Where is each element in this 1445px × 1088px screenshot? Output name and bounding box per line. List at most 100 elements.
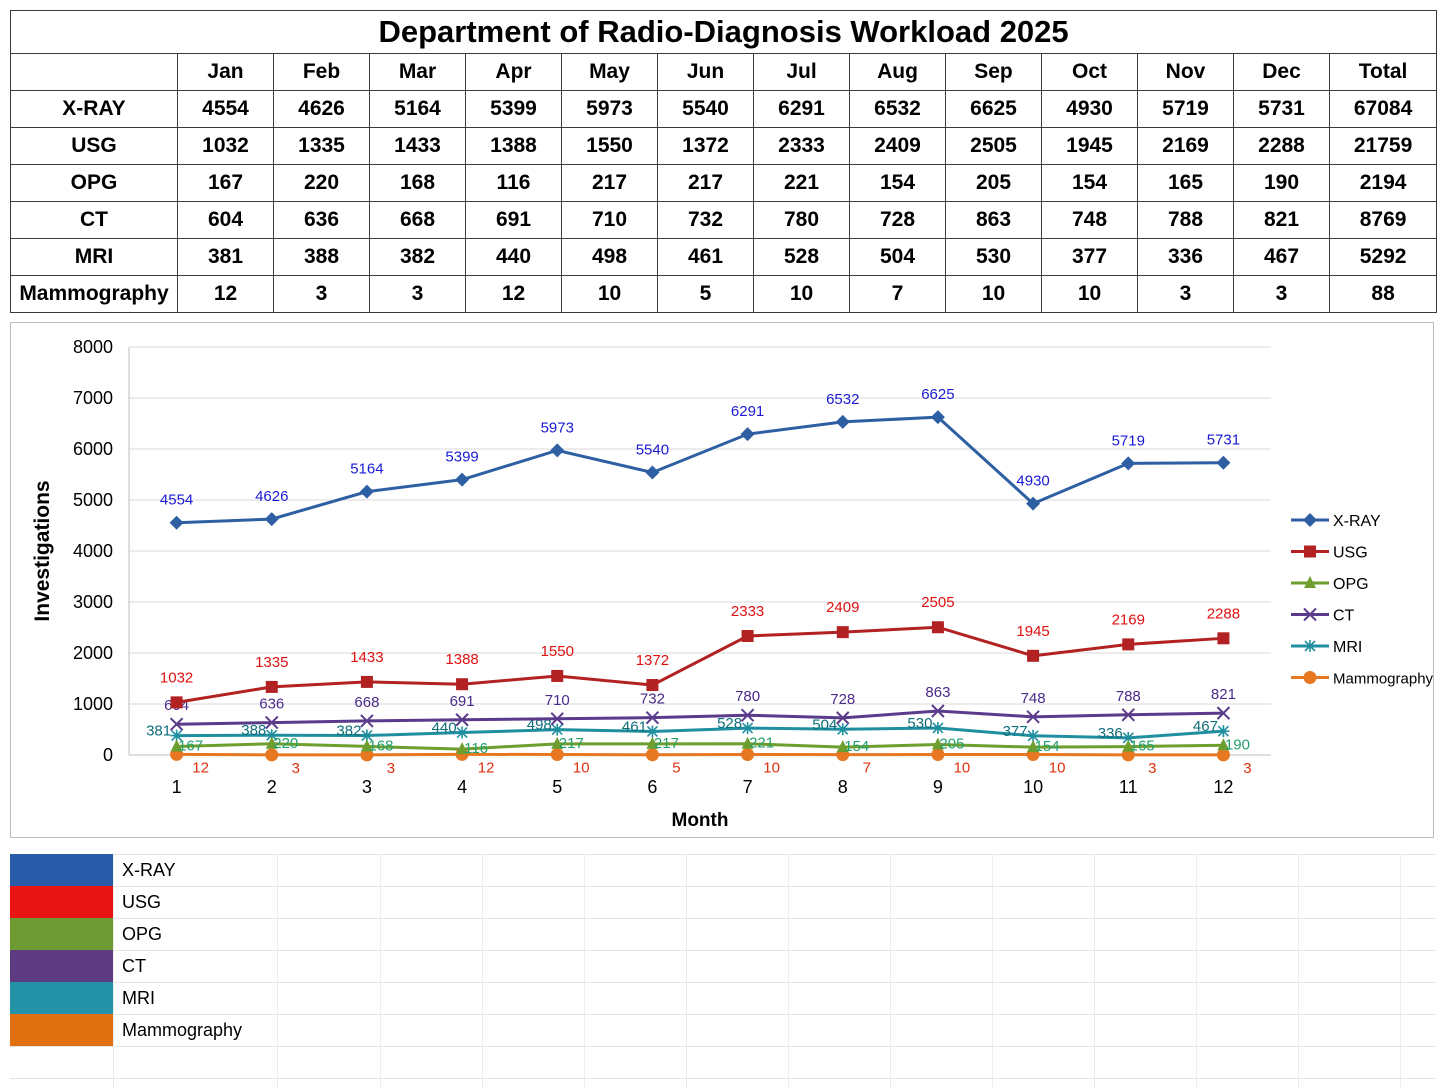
table-cell: 5 <box>657 275 754 313</box>
data-label-x-ray: 6625 <box>921 386 954 403</box>
data-label-usg: 2288 <box>1207 605 1240 622</box>
grid-line <box>1094 854 1095 1088</box>
x-tick-label: 7 <box>743 777 753 797</box>
data-point-opg <box>931 737 944 750</box>
table-cell: 3 <box>273 275 370 313</box>
legend-row: X-RAY <box>10 854 410 886</box>
x-tick-label: 6 <box>647 777 657 797</box>
y-tick-label: 7000 <box>73 388 113 408</box>
legend-text: USG <box>122 892 162 912</box>
header-corner <box>10 53 178 91</box>
data-point-mammography <box>1216 748 1230 762</box>
grid-line <box>584 854 585 1088</box>
data-label-mri: 528 <box>717 715 742 732</box>
data-point-mri <box>646 725 659 738</box>
legend-label-x-ray: X-RAY <box>1333 513 1381 530</box>
data-point-usg <box>1122 638 1135 651</box>
data-label-opg: 190 <box>1225 736 1250 753</box>
table-cell: 780 <box>753 201 850 239</box>
data-label-x-ray: 5973 <box>541 419 574 436</box>
workload-table-container: Department of Radio-Diagnosis Workload 2… <box>9 10 1438 313</box>
table-cell: 116 <box>465 164 562 202</box>
data-point-ct <box>1121 708 1135 722</box>
data-label-opg: 165 <box>1130 738 1155 755</box>
table-cell: 3 <box>1137 275 1234 313</box>
column-header: Jun <box>657 53 754 91</box>
data-point-mammography <box>1121 748 1135 762</box>
table-cell: 154 <box>849 164 946 202</box>
table-cell: 4554 <box>177 90 274 128</box>
table-cell: 12 <box>465 275 562 313</box>
row-label: USG <box>10 127 178 165</box>
series-line-opg <box>176 742 1224 751</box>
data-point-x-ray <box>455 472 470 487</box>
row-label: OPG <box>10 164 178 202</box>
data-point-usg <box>265 680 278 693</box>
table-cell: 788 <box>1137 201 1234 239</box>
data-label-mri: 336 <box>1098 725 1123 742</box>
legend-label-mammography: Mammography <box>1333 671 1434 688</box>
table-cell: 728 <box>849 201 946 239</box>
table-cell: 388 <box>273 238 370 276</box>
data-point-ct <box>265 715 279 730</box>
table-cell: 382 <box>369 238 466 276</box>
color-swatch <box>10 950 113 982</box>
data-point-mri <box>1122 731 1135 744</box>
data-label-opg: 154 <box>1035 738 1060 755</box>
y-axis-title: Investigations <box>31 480 54 621</box>
data-label-mammography: 10 <box>1049 759 1066 776</box>
legend-marker-ct <box>1303 607 1317 622</box>
table-cell: 2194 <box>1328 164 1438 202</box>
data-point-x-ray <box>1216 455 1231 470</box>
legend-label-opg: OPG <box>1333 576 1369 593</box>
data-point-usg <box>741 630 754 643</box>
data-point-usg <box>931 621 944 634</box>
x-tick-label: 8 <box>838 777 848 797</box>
column-header: Sep <box>945 53 1042 91</box>
table-cell: 710 <box>561 201 658 239</box>
table-row: X-RAY 4554 4626 5164 5399 5973 5540 6291 6532 662… <box>10 90 1438 128</box>
grid-line <box>1196 854 1197 1088</box>
data-point-mammography <box>931 747 945 761</box>
data-point-opg <box>1122 739 1135 752</box>
legend-marker-usg <box>1304 545 1316 558</box>
table-cell: 167 <box>177 164 274 202</box>
data-label-ct: 863 <box>925 684 950 701</box>
data-point-mammography <box>360 748 374 762</box>
data-label-mri: 382 <box>336 723 361 740</box>
table-row: MRI 381 388 382 440 498 461 528 504 530 377 336 467 5… <box>10 238 1438 276</box>
data-label-x-ray: 4554 <box>160 492 193 509</box>
y-tick-label: 1000 <box>73 694 113 714</box>
x-tick-label: 2 <box>267 777 277 797</box>
y-tick-label: 2000 <box>73 643 113 663</box>
table-cell: 461 <box>657 238 754 276</box>
table-cell: 5540 <box>657 90 754 128</box>
table-cell: 5719 <box>1137 90 1234 128</box>
table-row: CT 604 636 668 691 710 732 780 728 863 748 788 821 87… <box>10 201 1438 239</box>
grid-line <box>380 854 381 1088</box>
legend-row: USG <box>10 886 410 918</box>
column-header: Dec <box>1233 53 1330 91</box>
data-point-opg <box>741 736 754 749</box>
grid-line <box>113 854 114 1088</box>
legend-text: X-RAY <box>122 860 176 880</box>
data-label-opg: 154 <box>844 738 869 755</box>
data-label-x-ray: 5719 <box>1112 432 1145 449</box>
data-label-x-ray: 6291 <box>731 403 764 420</box>
grid-line <box>482 854 483 1088</box>
grid-line <box>10 950 1436 951</box>
table-cell: 12 <box>177 275 274 313</box>
data-point-x-ray <box>264 512 279 527</box>
x-tick-label: 4 <box>457 777 467 797</box>
data-point-opg <box>551 736 564 749</box>
table-cell: 221 <box>753 164 850 202</box>
table-cell: 6625 <box>945 90 1042 128</box>
table-cell: 5292 <box>1328 238 1438 276</box>
data-point-x-ray <box>1121 456 1136 471</box>
table-cell: 4626 <box>273 90 370 128</box>
table-cell: 381 <box>177 238 274 276</box>
data-point-mri <box>1217 725 1230 738</box>
data-point-mri <box>360 729 373 742</box>
data-label-usg: 1335 <box>255 654 288 671</box>
data-point-opg <box>170 739 183 752</box>
